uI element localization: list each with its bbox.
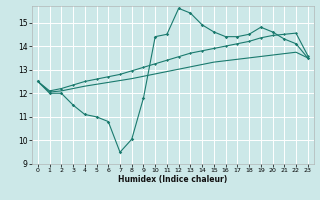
X-axis label: Humidex (Indice chaleur): Humidex (Indice chaleur) — [118, 175, 228, 184]
